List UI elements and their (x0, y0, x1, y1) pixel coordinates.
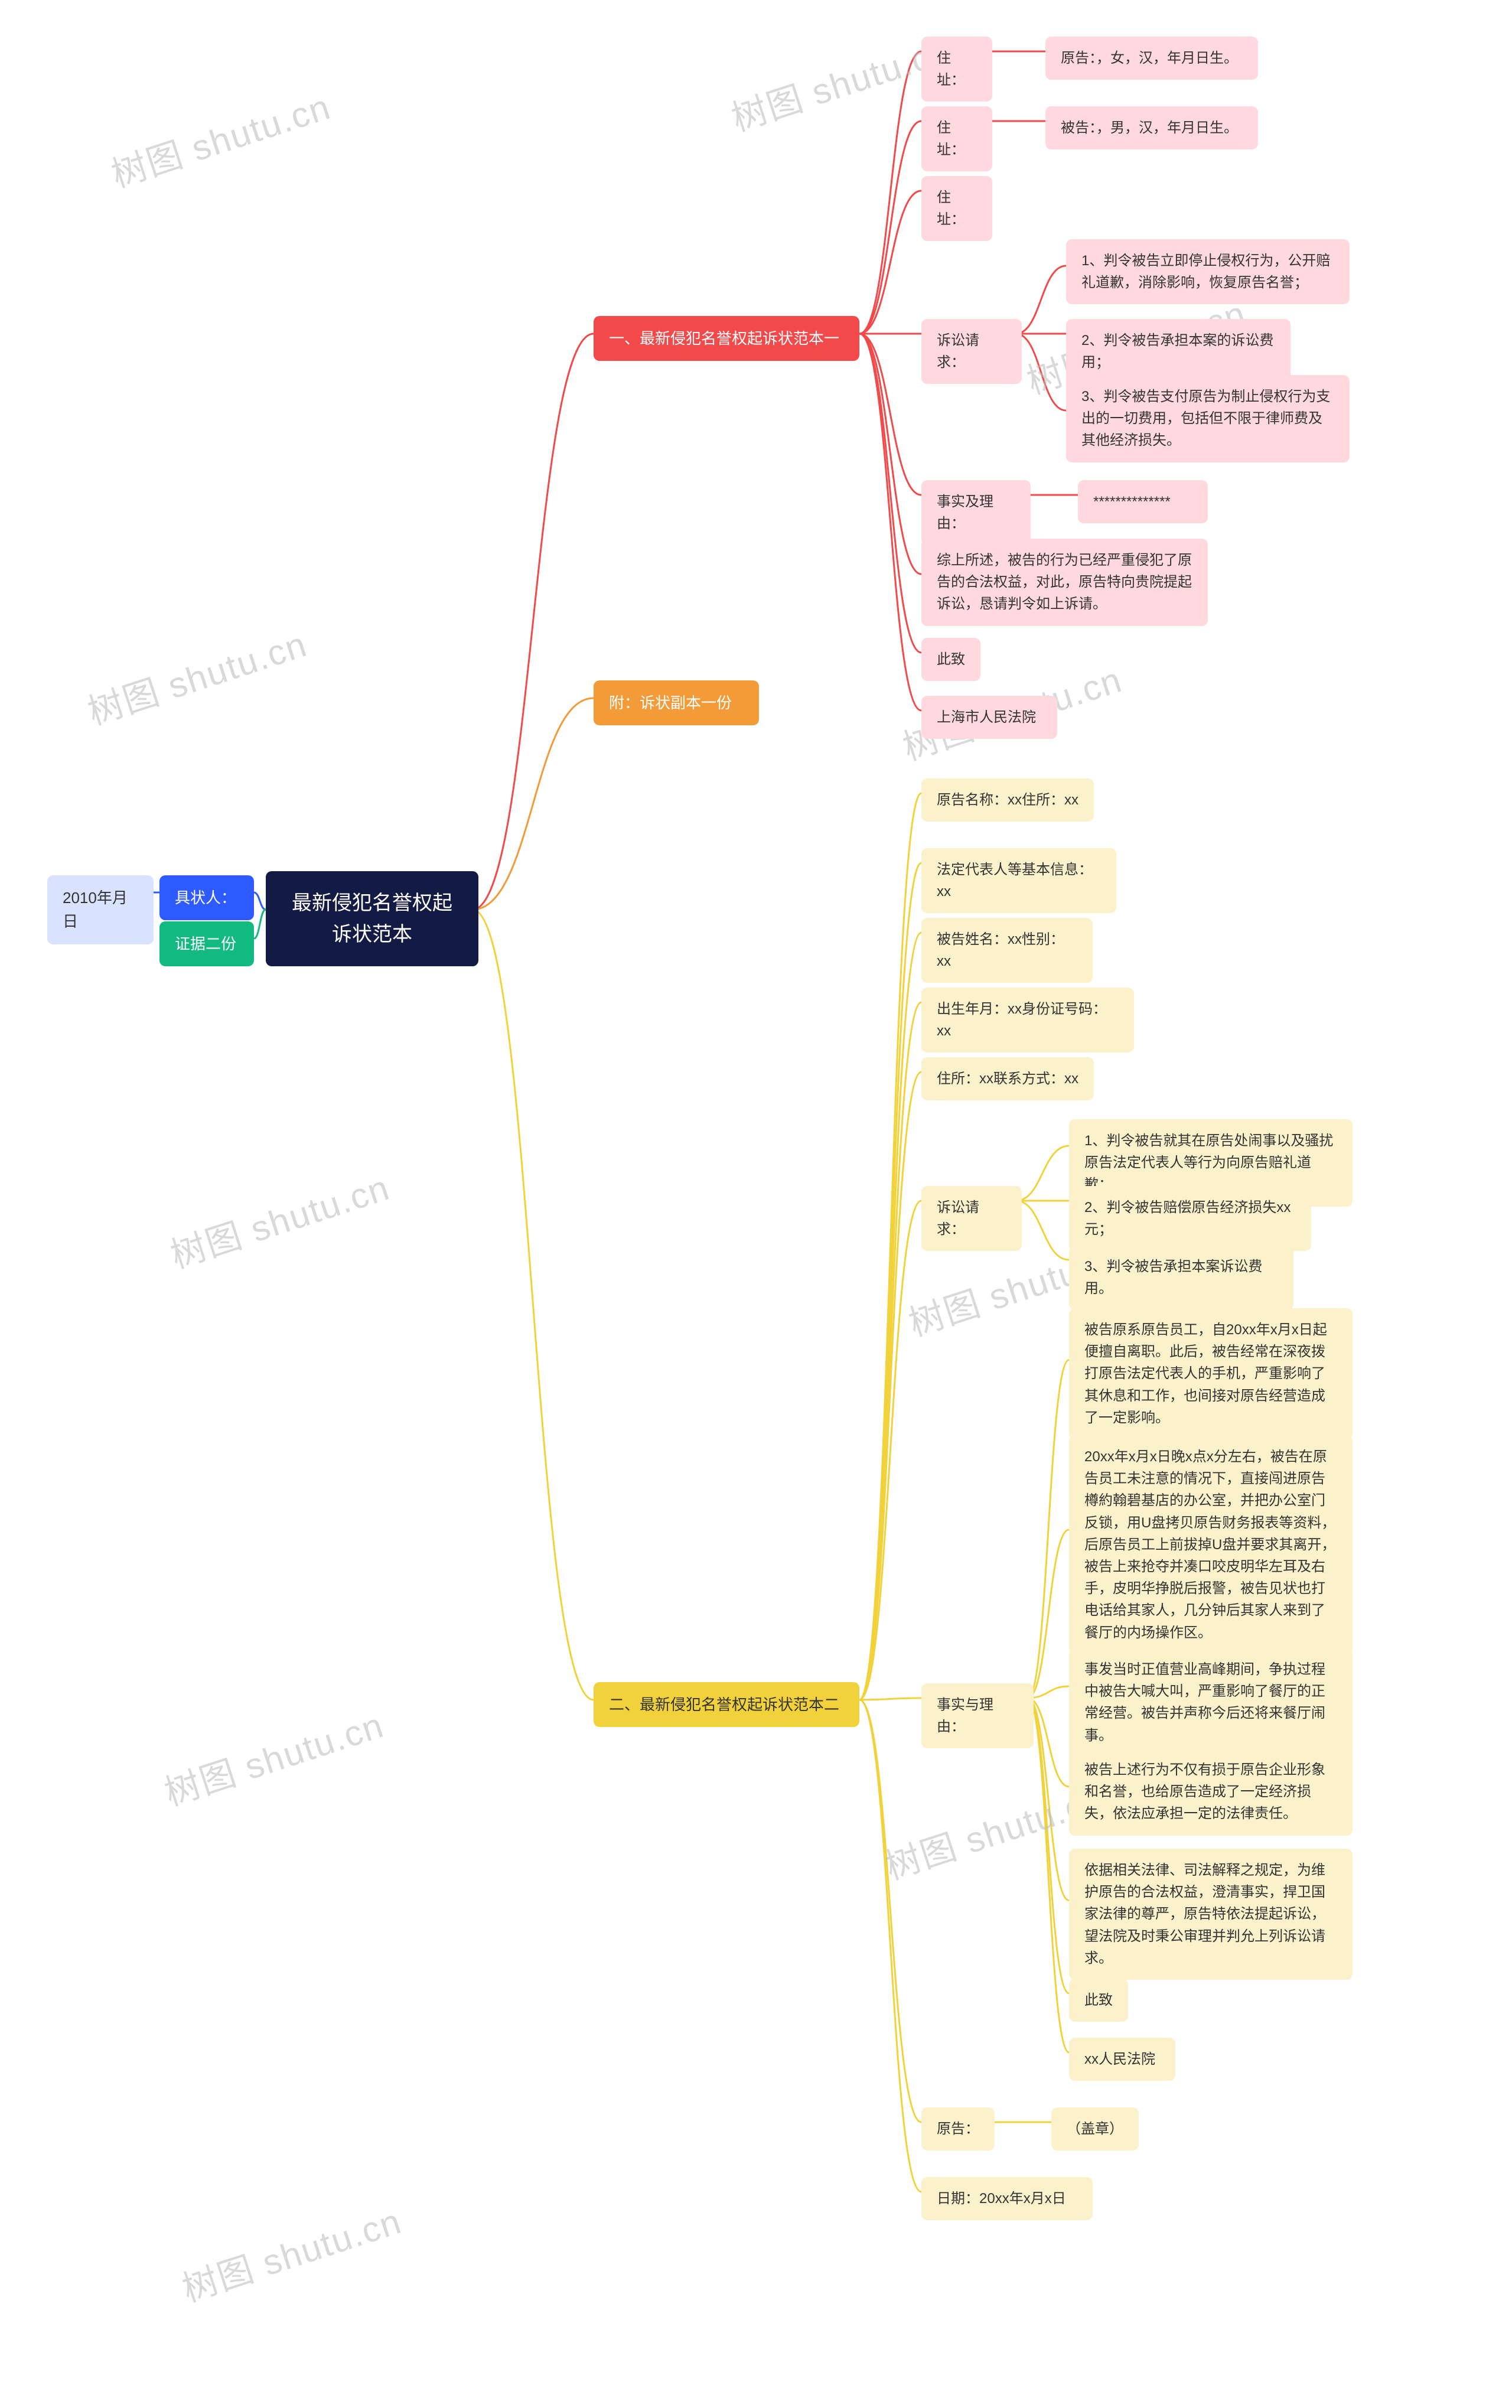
b3-item-7-key: 原告： (921, 2107, 995, 2150)
b1-item-4-val: ************** (1078, 480, 1208, 523)
b3-item-3: 出生年月：xx身份证号码：xx (921, 988, 1134, 1053)
b1-item-7: 上海市人民法院 (921, 696, 1057, 739)
b1-item-3-sub-1: 2、判令被告承担本案的诉讼费用； (1066, 319, 1291, 384)
left-blue-child: 2010年月日 (47, 875, 154, 944)
b3-item-0: 原告名称：xx住所：xx (921, 778, 1094, 822)
left-green-node: 证据二份 (159, 921, 254, 966)
b3-item-5-key: 诉讼请求： (921, 1186, 1022, 1251)
b1-item-0-val: 原告：，女，汉，年月日生。 (1045, 37, 1258, 80)
b3-item-6-sub-3: 被告上述行为不仅有损于原告企业形象和名誉，也给原告造成了一定经济损失，依法应承担… (1069, 1748, 1353, 1836)
b3-item-6-sub-0: 被告原系原告员工，自20xx年x月x日起便擅自离职。此后，被告经常在深夜拨打原告… (1069, 1308, 1353, 1439)
b1-item-1-key: 住址： (921, 106, 992, 171)
branch-3-title: 二、最新侵犯名誉权起诉状范本二 (594, 1682, 859, 1727)
b3-item-6-key: 事实与理由： (921, 1683, 1034, 1748)
b1-item-1-val: 被告：，男，汉，年月日生。 (1045, 106, 1258, 149)
left-blue-node: 具状人： (159, 875, 254, 920)
b1-item-3-key: 诉讼请求： (921, 319, 1022, 384)
b1-item-0-key: 住址： (921, 37, 992, 102)
watermark: 树图 shutu.cn (104, 79, 337, 198)
b1-item-3-sub-2: 3、判令被告支付原告为制止侵权行为支出的一切费用，包括但不限于律师费及其他经济损… (1066, 375, 1350, 462)
b3-item-6-sub-6: xx人民法院 (1069, 2038, 1175, 2081)
b1-item-6: 此致 (921, 638, 980, 681)
b3-item-5-sub-1: 2、判令被告赔偿原告经济损失xx元； (1069, 1186, 1311, 1251)
b3-item-6-sub-5: 此致 (1069, 1979, 1128, 2022)
b3-item-6-sub-2: 事发当时正值营业高峰期间，争执过程中被告大喊大叫，严重影响了餐厅的正常经营。被告… (1069, 1648, 1353, 1757)
b3-item-4: 住所：xx联系方式：xx (921, 1057, 1094, 1100)
b3-item-1: 法定代表人等基本信息：xx (921, 848, 1116, 913)
b3-item-6-sub-4: 依据相关法律、司法解释之规定，为维护原告的合法权益，澄清事实，捍卫国家法律的尊严… (1069, 1849, 1353, 1980)
branch-1-title: 一、最新侵犯名誉权起诉状范本一 (594, 316, 859, 361)
b1-item-3-sub-0: 1、判令被告立即停止侵权行为，公开赔礼道歉，消除影响，恢复原告名誉； (1066, 239, 1350, 304)
b3-item-8: 日期：20xx年x月x日 (921, 2177, 1093, 2220)
watermark: 树图 shutu.cn (175, 2193, 408, 2312)
b3-item-7-val: （盖章） (1051, 2107, 1139, 2150)
b1-item-5: 综上所述，被告的行为已经严重侵犯了原告的合法权益，对此，原告特向贵院提起诉讼，恳… (921, 539, 1208, 626)
branch-2-title: 附：诉状副本一份 (594, 680, 759, 725)
watermark: 树图 shutu.cn (157, 1697, 390, 1816)
b1-item-2-key: 住址： (921, 176, 992, 241)
b3-item-2: 被告姓名：xx性别：xx (921, 918, 1093, 983)
b3-item-5-sub-2: 3、判令被告承担本案诉讼费用。 (1069, 1245, 1293, 1310)
watermark: 树图 shutu.cn (80, 616, 313, 735)
b1-item-4-key: 事实及理由： (921, 480, 1031, 545)
b3-item-6-sub-1: 20xx年x月x日晚x点x分左右，被告在原告员工未注意的情况下，直接闯进原告樽約… (1069, 1435, 1353, 1654)
watermark: 树图 shutu.cn (163, 1159, 396, 1279)
root-node: 最新侵犯名誉权起诉状范本 (266, 871, 478, 966)
